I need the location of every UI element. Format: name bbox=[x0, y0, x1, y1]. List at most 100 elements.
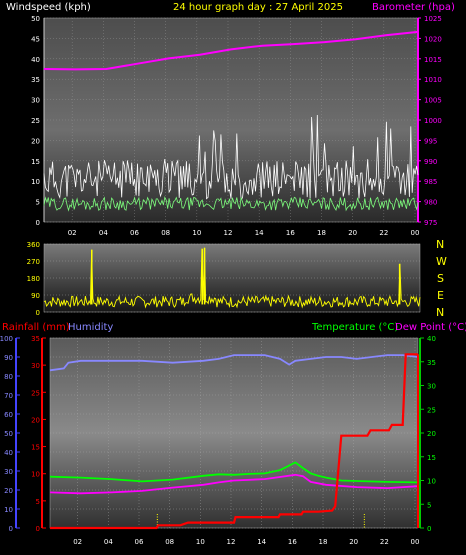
y-tick-label: 90 bbox=[31, 292, 40, 300]
direction-letter-e: E bbox=[437, 289, 444, 302]
direction-letter-w: W bbox=[436, 255, 447, 268]
x-tick-label: 12 bbox=[227, 538, 236, 546]
windavg-series bbox=[43, 196, 419, 212]
y-right-tick-label: 1010 bbox=[424, 76, 442, 84]
x-tick-label: 20 bbox=[349, 538, 358, 546]
direction-letter-n-top: N bbox=[436, 238, 444, 251]
x-tick-label: 18 bbox=[317, 229, 326, 237]
humidity-tick-label: 30 bbox=[4, 468, 13, 476]
temp-tick-label: 30 bbox=[427, 383, 436, 391]
humidity-tick-label: 40 bbox=[4, 449, 13, 457]
humidity-tick-label: 80 bbox=[4, 373, 13, 381]
y-right-tick-label: 980 bbox=[424, 199, 437, 207]
plot-area bbox=[43, 243, 421, 313]
y-tick-label: 180 bbox=[27, 275, 40, 283]
humidity-tick-label: 90 bbox=[4, 354, 13, 362]
rainfall-series bbox=[50, 353, 418, 530]
y-tick-label: 5 bbox=[36, 199, 40, 207]
x-tick-label: 14 bbox=[257, 538, 266, 546]
page-title: 24 hour graph day : 27 April 2025 bbox=[173, 2, 343, 13]
barometer-axis-label: Barometer (hpa) bbox=[372, 2, 455, 13]
x-tick-label: 22 bbox=[379, 229, 388, 237]
x-tick-label: 10 bbox=[192, 229, 201, 237]
y-right-tick-label: 985 bbox=[424, 178, 437, 186]
y-right-tick-label: 995 bbox=[424, 137, 437, 145]
direction-letter-s: S bbox=[437, 272, 444, 285]
humidity-tick-label: 100 bbox=[0, 335, 13, 343]
wind-direction-chart: 360 270 180 90 0 bbox=[27, 241, 421, 317]
x-tick-label: 00 bbox=[411, 538, 420, 546]
temperature-series bbox=[49, 461, 419, 484]
x-tick-label: 02 bbox=[73, 538, 82, 546]
y-right-tick-label: 1025 bbox=[424, 15, 442, 23]
temp-tick-label: 5 bbox=[427, 501, 431, 509]
y-tick-label: 270 bbox=[27, 258, 40, 266]
rain-tick-label: 30 bbox=[31, 362, 40, 370]
humidity-tick-label: 20 bbox=[4, 487, 13, 495]
x-tick-label: 14 bbox=[255, 229, 264, 237]
temp-tick-label: 10 bbox=[427, 478, 436, 486]
humidity-tick-label: 70 bbox=[4, 392, 13, 400]
temp-tick-label: 0 bbox=[427, 525, 431, 533]
rainfall-axis-label: Rainfall (mm) bbox=[2, 322, 70, 333]
y-tick-label: 40 bbox=[31, 56, 40, 64]
rain-tick-label: 0 bbox=[36, 525, 40, 533]
direction-letter-n-bottom: N bbox=[436, 306, 444, 319]
wind-baro-chart: 0510152025303540455097598098599099510001… bbox=[31, 15, 442, 237]
y-tick-label: 30 bbox=[31, 97, 40, 105]
y-tick-label: 45 bbox=[31, 35, 40, 43]
x-tick-label: 06 bbox=[135, 538, 144, 546]
humidity-tick-label: 10 bbox=[4, 506, 13, 514]
x-tick-label: 04 bbox=[99, 229, 108, 237]
rain-tick-label: 10 bbox=[31, 471, 40, 479]
rain-temp-chart: 0102030405060708090100051015202530350510… bbox=[0, 335, 436, 546]
y-tick-label: 360 bbox=[27, 241, 40, 249]
temp-tick-label: 20 bbox=[427, 430, 436, 438]
humidity-axis-label: Humidity bbox=[68, 322, 113, 333]
barometer-series bbox=[43, 30, 419, 71]
y-tick-label: 15 bbox=[31, 158, 40, 166]
x-tick-label: 12 bbox=[224, 229, 233, 237]
y-right-tick-label: 975 bbox=[424, 219, 437, 227]
temp-tick-label: 15 bbox=[427, 454, 436, 462]
rain-tick-label: 35 bbox=[31, 335, 40, 343]
x-tick-label: 04 bbox=[104, 538, 113, 546]
temp-tick-label: 40 bbox=[427, 335, 436, 343]
x-tick-label: 16 bbox=[288, 538, 297, 546]
temp-tick-label: 25 bbox=[427, 406, 436, 414]
rain-tick-label: 5 bbox=[36, 498, 40, 506]
rain-tick-label: 20 bbox=[31, 416, 40, 424]
dewpoint-axis-label: Dew Point (°C) bbox=[395, 322, 466, 333]
x-tick-label: 00 bbox=[411, 229, 420, 237]
y-tick-label: 50 bbox=[31, 15, 40, 23]
windgust-series bbox=[43, 114, 419, 200]
y-right-tick-label: 990 bbox=[424, 158, 437, 166]
x-tick-label: 06 bbox=[130, 229, 139, 237]
x-tick-label: 16 bbox=[286, 229, 295, 237]
direction-series bbox=[43, 247, 421, 309]
rain-tick-label: 15 bbox=[31, 444, 40, 452]
rain-tick-label: 25 bbox=[31, 389, 40, 397]
x-tick-label: 22 bbox=[380, 538, 389, 546]
x-tick-label: 02 bbox=[68, 229, 77, 237]
y-tick-label: 35 bbox=[31, 76, 40, 84]
y-tick-label: 0 bbox=[36, 309, 40, 317]
y-tick-label: 25 bbox=[31, 117, 40, 125]
x-tick-label: 20 bbox=[348, 229, 357, 237]
temperature-axis-label: Temperature (°C) bbox=[311, 322, 398, 333]
y-right-tick-label: 1005 bbox=[424, 97, 442, 105]
x-tick-label: 08 bbox=[161, 229, 170, 237]
windspeed-axis-label: Windspeed (kph) bbox=[6, 2, 91, 13]
x-tick-label: 18 bbox=[319, 538, 328, 546]
y-tick-label: 10 bbox=[31, 178, 40, 186]
x-tick-label: 10 bbox=[196, 538, 205, 546]
y-right-tick-label: 1020 bbox=[424, 35, 442, 43]
dewpoint-series bbox=[49, 473, 419, 495]
y-tick-label: 0 bbox=[36, 219, 40, 227]
y-right-tick-label: 1000 bbox=[424, 117, 442, 125]
humidity-series bbox=[49, 354, 419, 372]
humidity-tick-label: 50 bbox=[4, 430, 13, 438]
temp-tick-label: 35 bbox=[427, 359, 436, 367]
